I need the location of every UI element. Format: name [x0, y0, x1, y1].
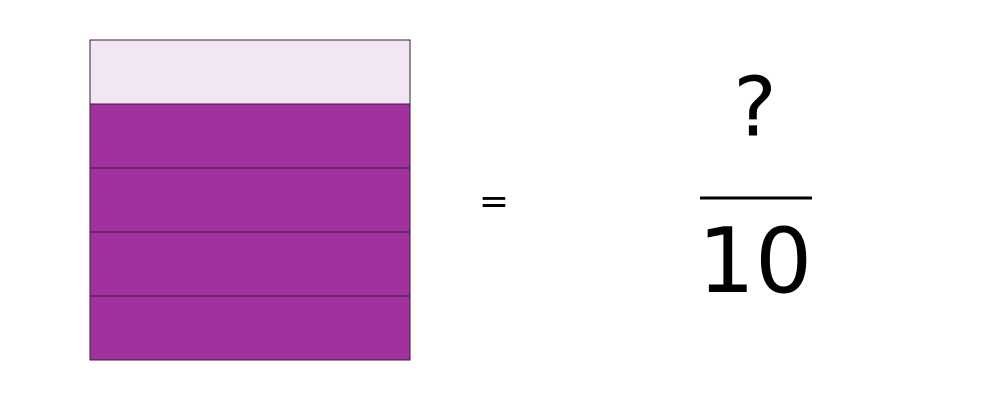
shaded-part [89, 231, 411, 297]
unshaded-part [89, 39, 411, 105]
denominator: 10 [698, 209, 813, 314]
numerator: ? [733, 60, 777, 155]
equals-sign: = [479, 181, 509, 222]
shaded-part [89, 103, 411, 169]
fraction-model [89, 39, 411, 361]
shaded-part [89, 167, 411, 233]
shaded-part [89, 295, 411, 361]
